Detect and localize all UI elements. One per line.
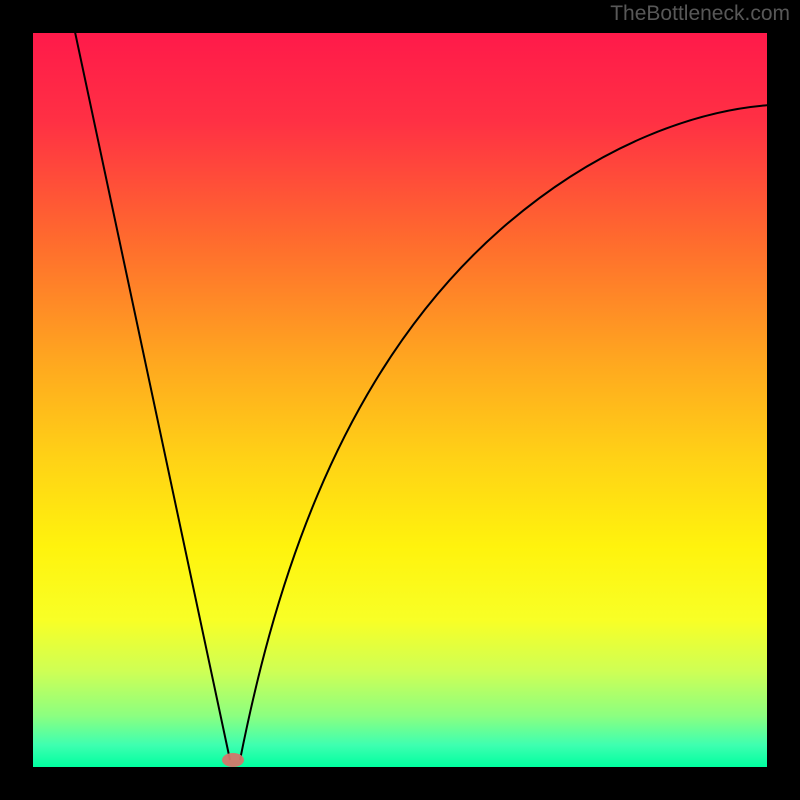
chart-frame: TheBottleneck.com [0,0,800,800]
bottleneck-chart [0,0,800,800]
minimum-marker [222,753,244,767]
plot-background [33,33,767,767]
attribution-text: TheBottleneck.com [610,2,790,26]
